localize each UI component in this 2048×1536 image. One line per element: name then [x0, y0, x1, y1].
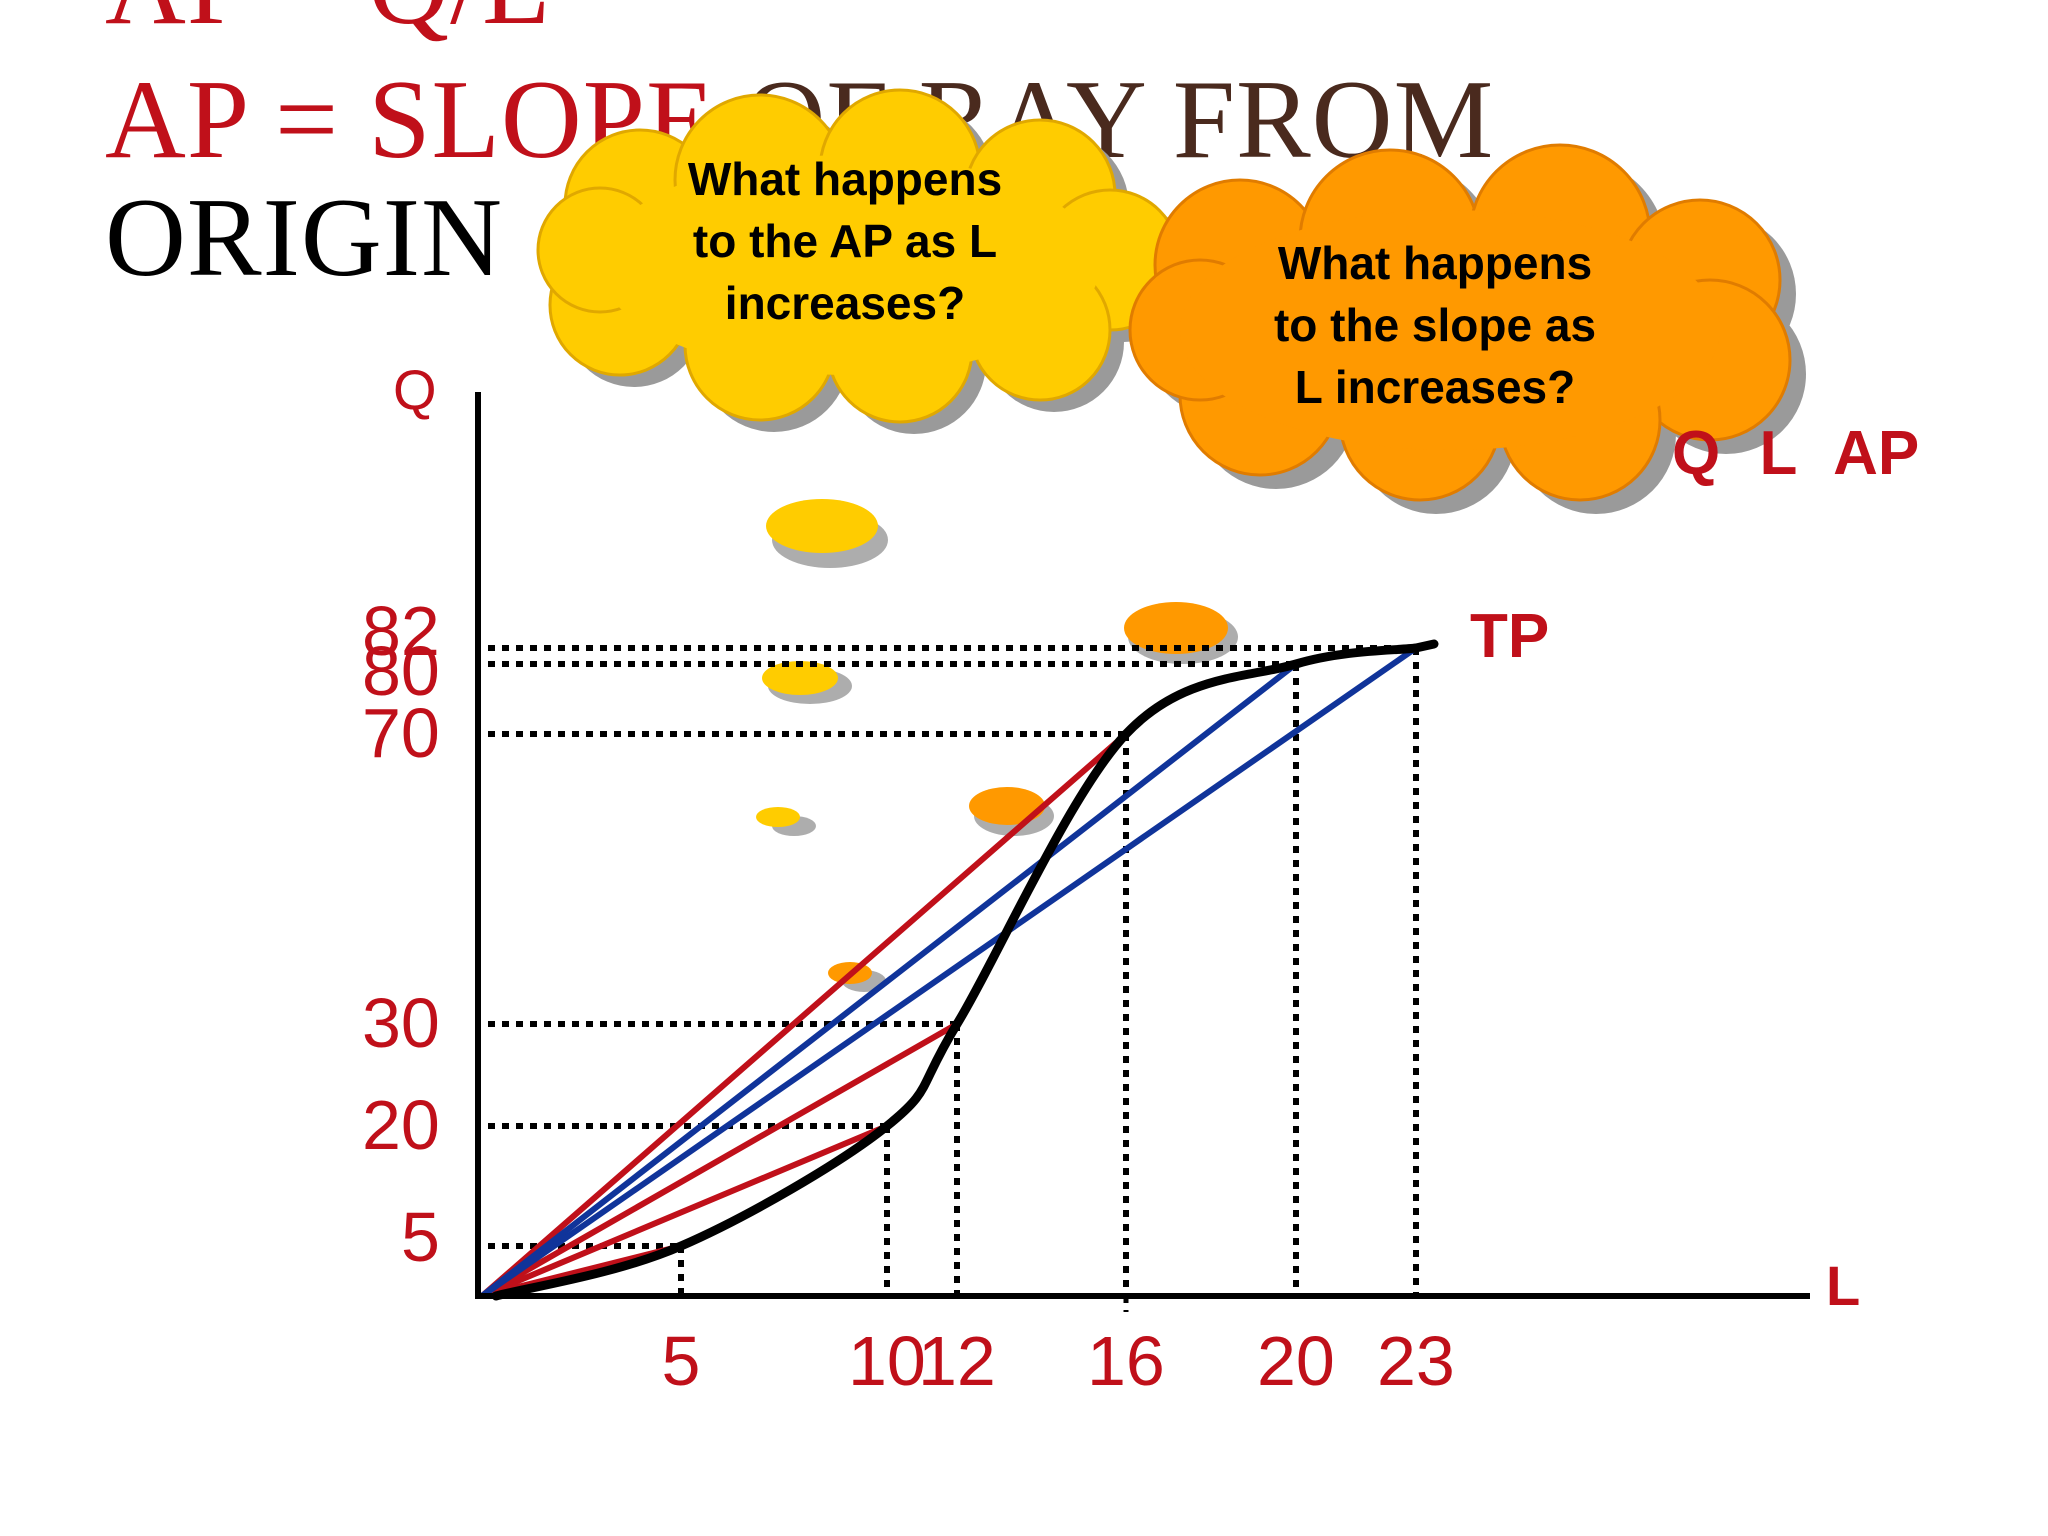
rays-from-origin	[479, 645, 1419, 1299]
x-tick-5: 5	[661, 1322, 701, 1400]
yellow-cloud-line-3: increases?	[724, 277, 966, 329]
yellow-cloud-body	[536, 88, 1182, 424]
yellow-cloud-text: What happens to the AP as L increases?	[635, 148, 1055, 334]
yellow-thought-cloud	[536, 88, 1194, 434]
ray-to-16	[479, 731, 1129, 1299]
ray-to-23	[479, 645, 1419, 1299]
orange-cloud-line-1: What happens	[1277, 237, 1593, 289]
x-tick-10: 10	[848, 1322, 926, 1400]
ray-to-12	[479, 1021, 960, 1299]
x-tick-16: 16	[1087, 1322, 1165, 1400]
axes	[475, 392, 1810, 1299]
x-tick-12: 12	[918, 1322, 996, 1400]
y-tick-82: 82	[362, 592, 440, 670]
orange-cloud-line-2: to the slope as	[1273, 299, 1597, 351]
y-axis-label: Q	[393, 358, 437, 421]
y-tick-80: 80	[362, 632, 440, 710]
x-axis-label: L	[1826, 1254, 1861, 1317]
x-tick-23: 23	[1377, 1322, 1455, 1400]
yellow-bubble-trail	[756, 499, 888, 836]
ray-to-20	[479, 661, 1299, 1299]
y-tick-70: 70	[362, 694, 440, 772]
tp-curve	[491, 639, 1439, 1301]
yellow-cloud-line-1: What happens	[687, 153, 1003, 205]
orange-thought-cloud	[1128, 143, 1806, 514]
y-tick-5: 5	[401, 1198, 440, 1276]
title-ap-equals: AP =	[105, 58, 369, 182]
ray-to-10	[479, 1123, 890, 1299]
yellow-cloud-line-2: to the AP as L	[692, 215, 998, 267]
orange-cloud-line-3: L increases?	[1294, 361, 1576, 413]
table-header-q-l-ap: Q L AP	[1672, 419, 1920, 488]
title-line-3: ORIGIN	[105, 176, 503, 300]
orange-cloud-text: What happens to the slope as L increases…	[1225, 232, 1645, 418]
x-tick-20: 20	[1257, 1322, 1335, 1400]
y-tick-20: 20	[362, 1086, 440, 1164]
title-line-1: AP = Q/L	[105, 0, 552, 42]
title-ap-formula: AP = Q/L	[105, 0, 552, 48]
orange-bubble-trail	[828, 602, 1238, 992]
orange-cloud-body	[1128, 143, 1792, 502]
y-tick-30: 30	[362, 984, 440, 1062]
tp-series-label: TP	[1470, 602, 1549, 671]
dotted-guides	[488, 645, 1419, 1312]
